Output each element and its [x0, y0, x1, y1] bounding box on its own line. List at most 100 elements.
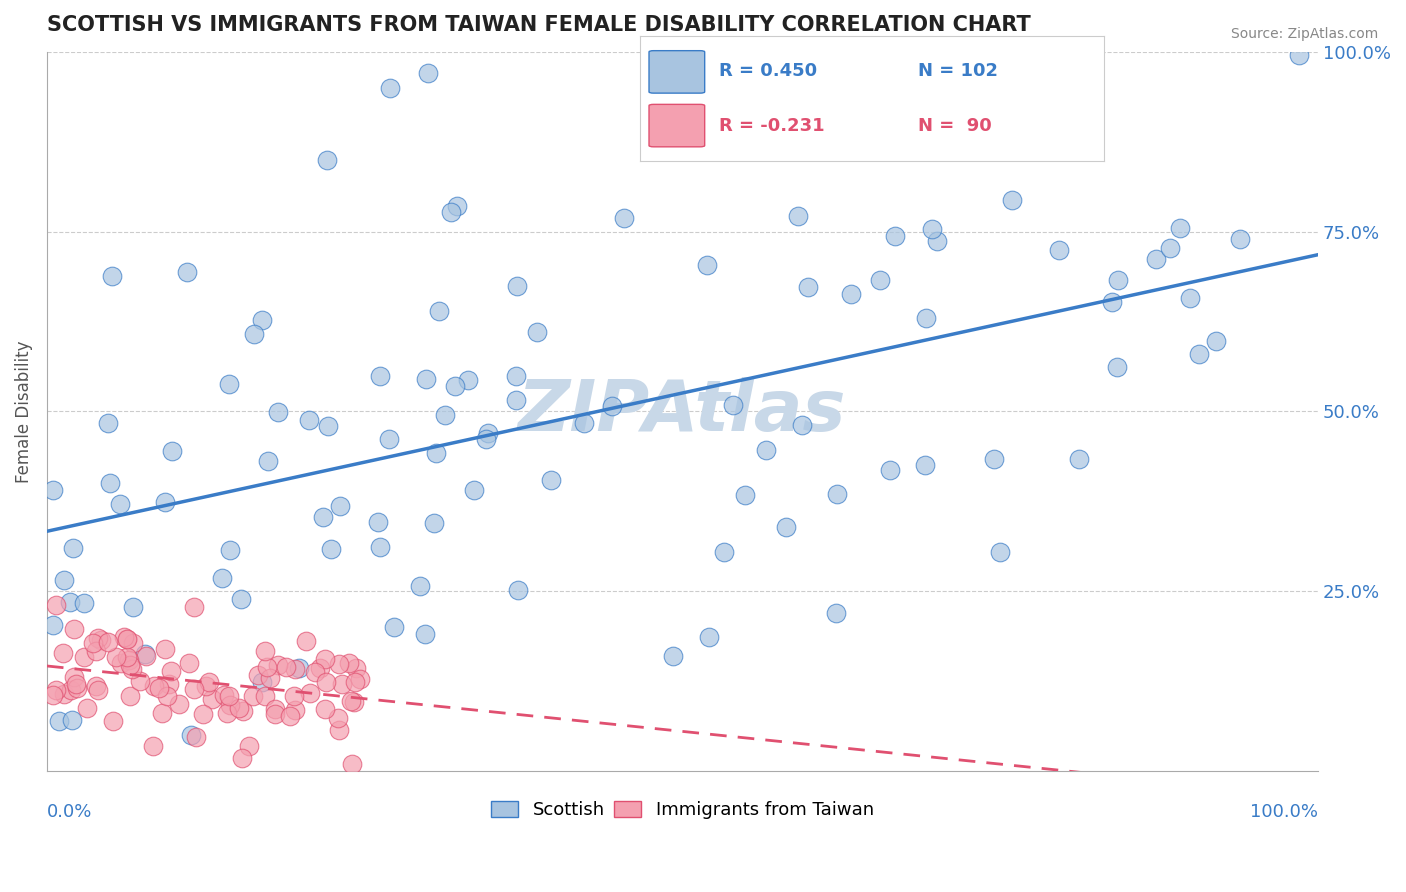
Point: [295, 633, 318, 648]
Point: [142, 739, 165, 753]
Point: [797, 280, 820, 294]
Point: [254, 644, 277, 658]
Point: [42, 618, 65, 632]
Point: [112, 630, 135, 644]
Text: SCOTTISH VS IMMIGRANTS FROM TAIWAN FEMALE DISABILITY CORRELATION CHART: SCOTTISH VS IMMIGRANTS FROM TAIWAN FEMAL…: [46, 15, 1031, 35]
Point: [101, 714, 124, 728]
Point: [134, 647, 156, 661]
Point: [879, 463, 901, 477]
Point: [180, 728, 202, 742]
Point: [59, 595, 82, 609]
Point: [367, 515, 389, 529]
Point: [48, 714, 70, 729]
Point: [84, 679, 107, 693]
Point: [231, 591, 253, 606]
Point: [328, 657, 350, 671]
Y-axis label: Female Disability: Female Disability: [15, 340, 32, 483]
Point: [415, 371, 437, 385]
Point: [242, 327, 264, 342]
Point: [87, 683, 110, 698]
Point: [256, 453, 278, 467]
Point: [418, 66, 440, 80]
Point: [195, 679, 218, 693]
Point: [105, 650, 128, 665]
Point: [284, 662, 307, 676]
Point: [60, 713, 83, 727]
Point: [45, 599, 67, 613]
Point: [526, 326, 548, 340]
Point: [298, 413, 321, 427]
Point: [110, 656, 132, 670]
Point: [505, 393, 527, 408]
Point: [1047, 243, 1070, 257]
Point: [212, 688, 235, 702]
Point: [1205, 334, 1227, 348]
Point: [150, 706, 173, 720]
Point: [231, 751, 253, 765]
Point: [135, 649, 157, 664]
Point: [238, 739, 260, 753]
Point: [73, 597, 96, 611]
Text: R = 0.450: R = 0.450: [718, 62, 817, 79]
Point: [228, 701, 250, 715]
Point: [184, 730, 207, 744]
Point: [1101, 295, 1123, 310]
Point: [97, 416, 120, 430]
Point: [457, 374, 479, 388]
Point: [253, 690, 276, 704]
Point: [218, 377, 240, 392]
Point: [183, 682, 205, 697]
Point: [508, 582, 530, 597]
Point: [115, 632, 138, 647]
Point: [143, 680, 166, 694]
Point: [211, 571, 233, 585]
Legend: Scottish, Immigrants from Taiwan: Scottish, Immigrants from Taiwan: [484, 794, 882, 826]
Point: [734, 487, 756, 501]
Point: [340, 756, 363, 771]
Point: [60, 682, 83, 697]
Point: [312, 509, 335, 524]
Point: [1144, 252, 1167, 267]
Point: [246, 668, 269, 682]
Point: [87, 631, 110, 645]
Point: [117, 649, 139, 664]
Point: [713, 545, 735, 559]
Point: [118, 658, 141, 673]
Point: [256, 660, 278, 674]
Point: [839, 287, 862, 301]
Point: [250, 675, 273, 690]
Point: [169, 697, 191, 711]
Point: [914, 458, 936, 473]
Point: [787, 209, 810, 223]
Point: [330, 676, 353, 690]
Point: [1105, 360, 1128, 375]
Point: [574, 417, 596, 431]
Point: [696, 258, 718, 272]
Point: [264, 707, 287, 722]
Text: N = 102: N = 102: [918, 62, 998, 79]
Point: [869, 273, 891, 287]
Point: [179, 657, 201, 671]
Point: [314, 652, 336, 666]
Point: [309, 661, 332, 675]
Point: [160, 665, 183, 679]
Point: [983, 451, 1005, 466]
Point: [315, 675, 337, 690]
Point: [1288, 48, 1310, 62]
Point: [433, 409, 456, 423]
Point: [343, 674, 366, 689]
Point: [423, 516, 446, 531]
Point: [662, 648, 685, 663]
Point: [446, 199, 468, 213]
Point: [315, 153, 337, 167]
Point: [197, 675, 219, 690]
Text: R = -0.231: R = -0.231: [718, 117, 824, 135]
Point: [506, 279, 529, 293]
Point: [697, 630, 720, 644]
Point: [148, 681, 170, 695]
Point: [298, 686, 321, 700]
FancyBboxPatch shape: [650, 104, 704, 147]
Point: [284, 704, 307, 718]
Point: [475, 432, 498, 446]
Point: [328, 723, 350, 738]
